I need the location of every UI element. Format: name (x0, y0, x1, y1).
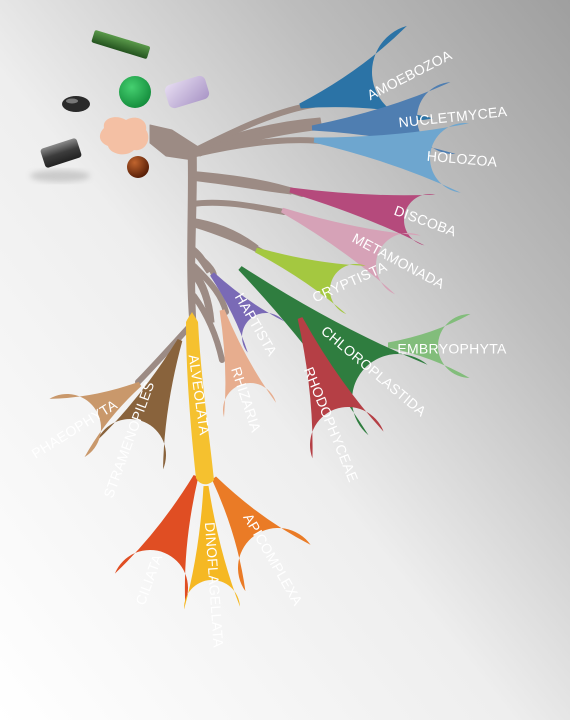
petal-rhodophyceae (297, 317, 384, 459)
object-lavender-block (164, 75, 210, 109)
petal-haptista (210, 272, 285, 353)
petal-discoba (289, 187, 436, 246)
label-embryophyta: EMBRYOPHYTA (397, 341, 507, 357)
tree-trunk (149, 117, 322, 326)
petal-phaeophyta (49, 381, 142, 458)
object-green-disc (119, 76, 151, 108)
petal-amoebozoa (299, 25, 434, 120)
petal-rhizaria (219, 309, 277, 418)
clade-petals (49, 25, 471, 610)
object-peach-blob (99, 117, 149, 155)
object-grey-tube (30, 138, 90, 182)
petal-holozoa (313, 123, 470, 193)
object-green-rod (91, 30, 150, 59)
petal-metamonada (280, 207, 421, 295)
petal-cryptista (255, 247, 366, 315)
label-holozoa: HOLOZOA (426, 148, 498, 170)
petal-embryophyta (387, 313, 471, 378)
object-brown-bead (127, 156, 149, 178)
alveolata-stalk (186, 312, 214, 485)
petal-ciliata (114, 475, 199, 603)
object-dark-pebble (62, 96, 90, 112)
petal-dinoflagellata (184, 485, 240, 610)
petal-apicomplexa (211, 476, 311, 592)
petal-stramenopiles (96, 339, 183, 470)
petal-chloroplastida (238, 266, 428, 436)
